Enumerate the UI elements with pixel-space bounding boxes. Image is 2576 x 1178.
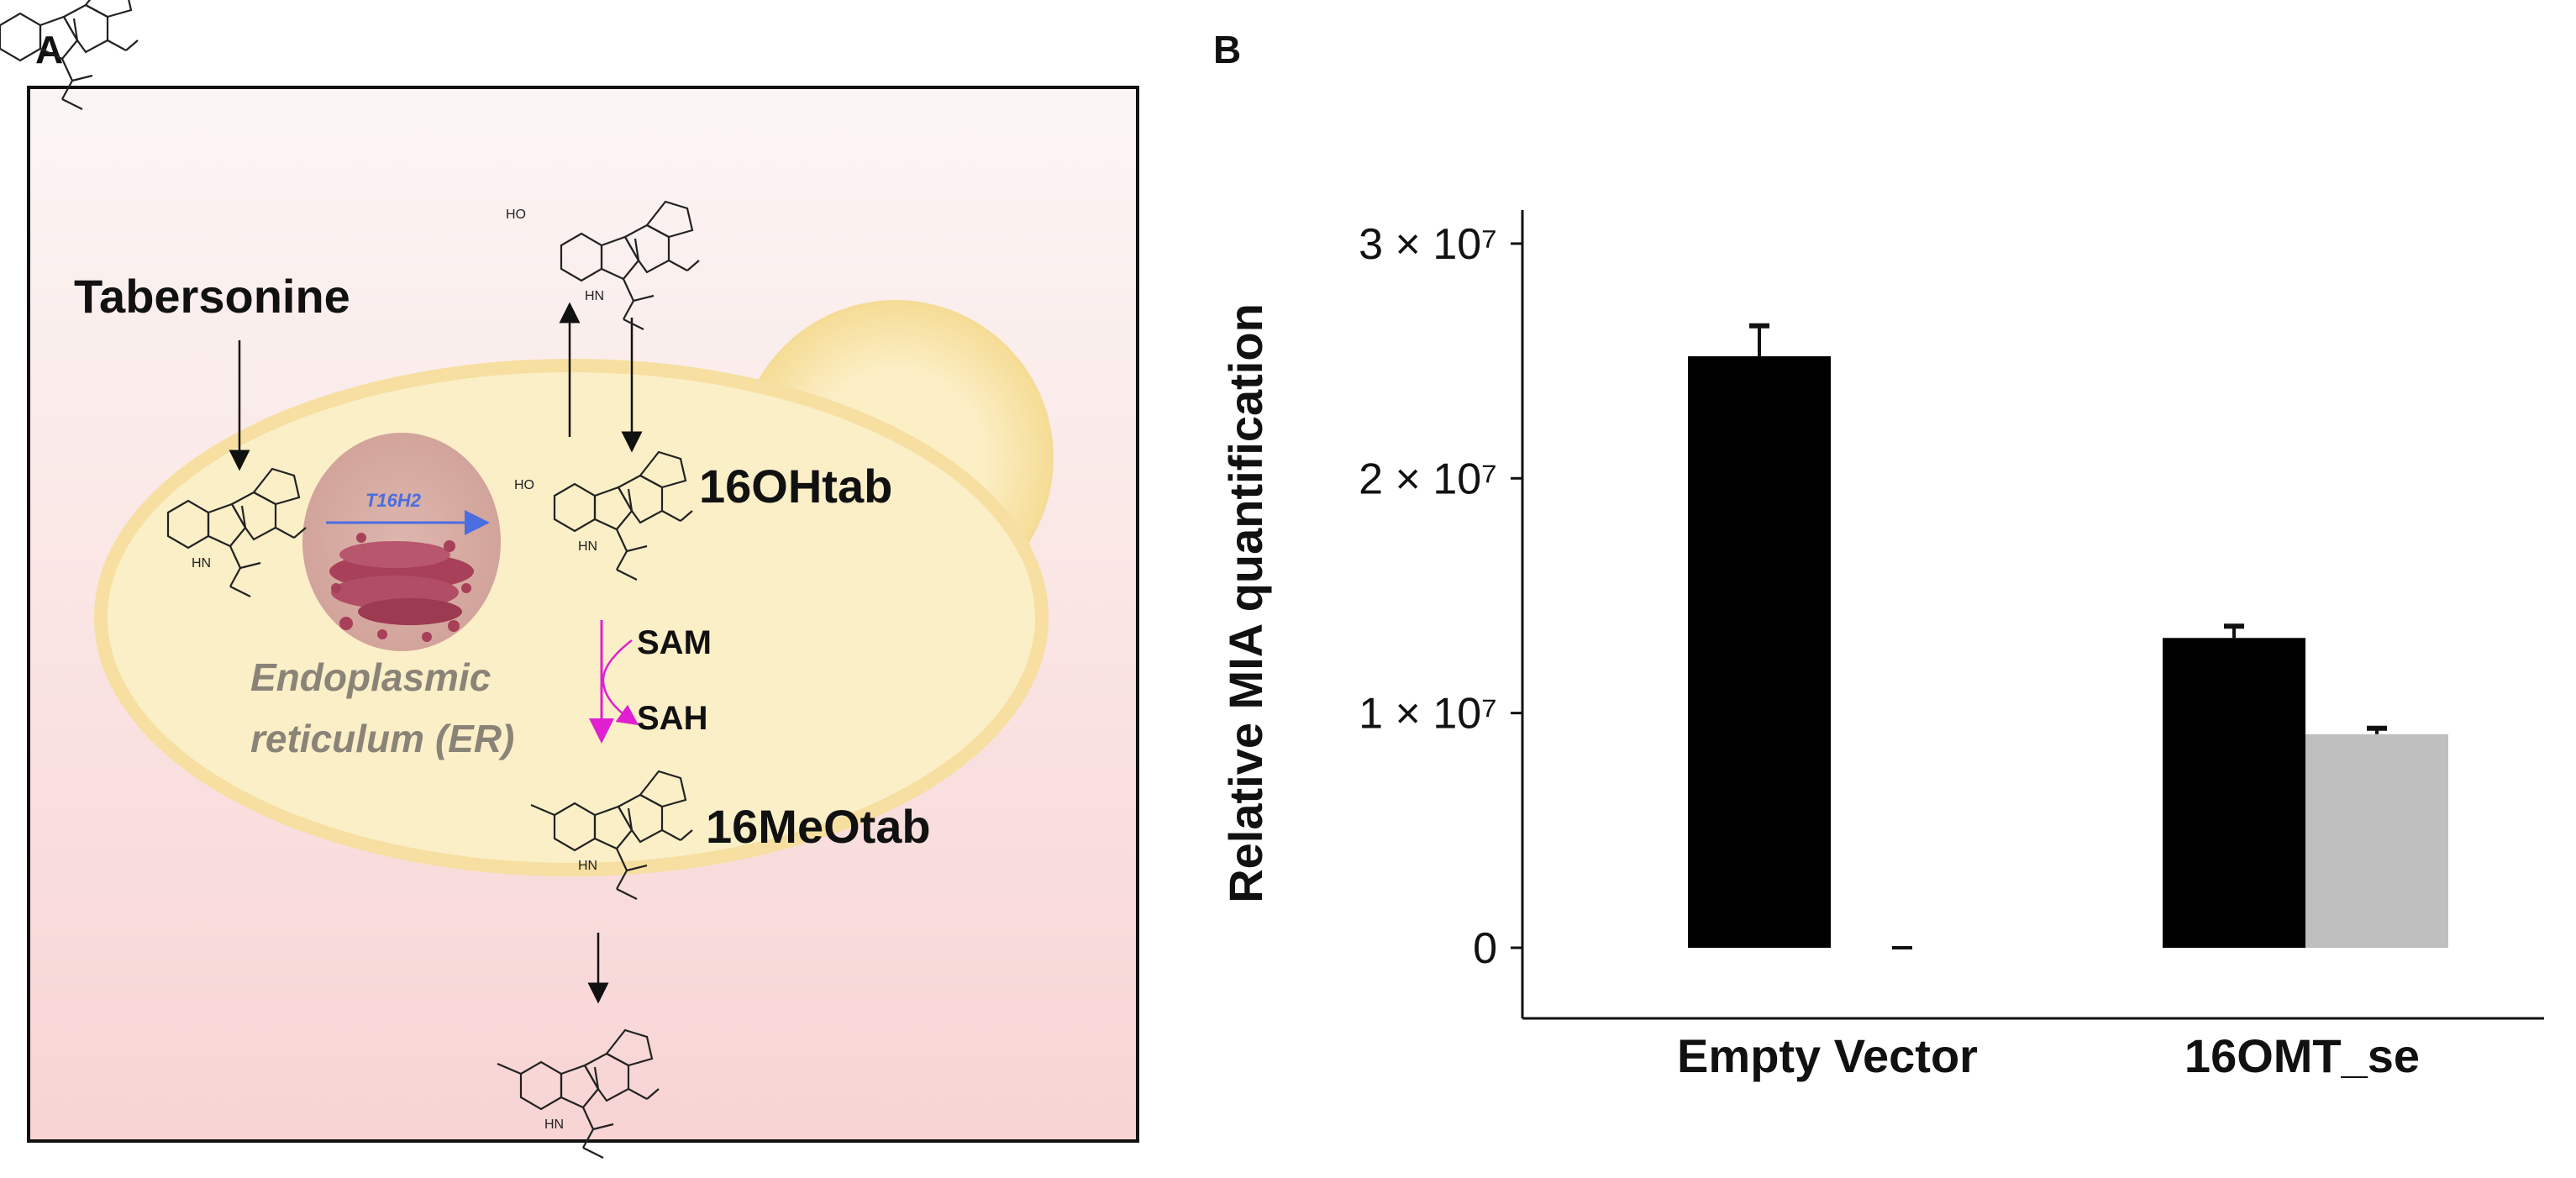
er-label-line2: reticulum (ER) bbox=[250, 717, 514, 760]
bar-0-0 bbox=[1688, 356, 1831, 948]
tabersonine-label: Tabersonine bbox=[74, 270, 350, 323]
svg-text:HO: HO bbox=[506, 208, 526, 222]
bar-1-0 bbox=[2163, 638, 2305, 948]
svg-text:HN: HN bbox=[544, 1118, 564, 1132]
y-tick-label: 1 × 10⁷ bbox=[1359, 690, 1497, 739]
yeast-cell bbox=[94, 359, 1049, 876]
x-tick-label-1: 16OMT_se bbox=[2184, 1029, 2420, 1082]
svg-text:HN: HN bbox=[578, 859, 597, 873]
er-cisternae-icon bbox=[329, 533, 474, 642]
svg-text:HO: HO bbox=[514, 478, 534, 492]
y-axis-label: Relative MIA quantification bbox=[1219, 303, 1272, 903]
oh-tab-label: 16OHtab bbox=[699, 460, 892, 513]
bars bbox=[1688, 323, 2448, 949]
sam-label: SAM bbox=[637, 624, 712, 661]
er-label-line1: Endoplasmic bbox=[250, 655, 491, 699]
indole-alkaloid-structure bbox=[0, 0, 139, 110]
svg-text:HN: HN bbox=[192, 556, 211, 571]
sah-label: SAH bbox=[637, 700, 707, 737]
bar-chart: Relative MIA quantification 0 1 × 10⁷ 2 × … bbox=[1219, 210, 2544, 1082]
bar-1-1 bbox=[2305, 734, 2448, 948]
x-tick-label-0: Empty Vector bbox=[1677, 1029, 1978, 1082]
y-ticks: 0 1 × 10⁷ 2 × 10⁷ 3 × 10⁷ bbox=[1359, 220, 1522, 973]
svg-text:HN: HN bbox=[585, 289, 604, 303]
y-tick-label: 2 × 10⁷ bbox=[1359, 455, 1497, 503]
y-tick-label: 0 bbox=[1473, 924, 1497, 973]
y-tick-label: 3 × 10⁷ bbox=[1359, 220, 1497, 269]
svg-text:HN: HN bbox=[578, 539, 597, 554]
x-tick-labels: Empty Vector 16OMT_se bbox=[1677, 1029, 2420, 1082]
panel-a: A bbox=[0, 0, 1176, 1178]
meo-tab-label: 16MeOtab bbox=[706, 800, 931, 853]
panel-b: B Relative MIA quantification 0 1 × 10⁷ 2 … bbox=[1176, 0, 2576, 1178]
pathway-diagram: T16H2 Tabersonine 16OHtab 16MeOtab SAM S… bbox=[0, 0, 1139, 1160]
t16h2-label: T16H2 bbox=[365, 490, 422, 511]
sam-sah-curve bbox=[602, 639, 639, 726]
panel-b-letter: B bbox=[1213, 28, 1242, 71]
